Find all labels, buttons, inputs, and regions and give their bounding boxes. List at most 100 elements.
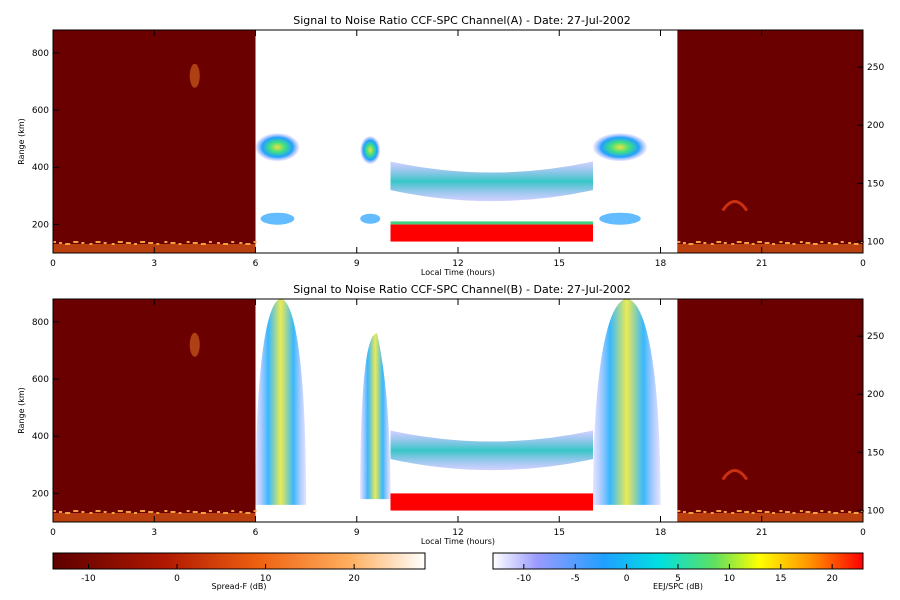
y2-tick-label: 150: [867, 448, 884, 458]
night-noise-speck: [827, 511, 831, 513]
y2-tick-label: 200: [867, 390, 884, 400]
night-noise-speck: [785, 242, 789, 244]
night-noise-speck: [245, 512, 249, 514]
x-tick-label: 6: [253, 259, 259, 269]
night-noise-speck: [786, 511, 790, 513]
x-tick-label: 0: [50, 259, 56, 269]
eej-echo: [390, 493, 593, 511]
night-noise-speck: [759, 241, 763, 243]
night-noise-speck: [751, 512, 755, 514]
night-noise-speck: [125, 511, 129, 513]
night-noise-speck: [744, 511, 748, 513]
night-noise-speck: [723, 242, 727, 244]
night-noise-speck: [855, 512, 859, 514]
night-noise-speck: [178, 243, 182, 245]
night-noise-speck: [835, 512, 839, 514]
night-noise-speck: [764, 511, 768, 513]
night-noise-speck: [150, 511, 154, 513]
night-noise-speck: [170, 242, 174, 244]
night-noise-speck: [53, 510, 56, 512]
night-noise-speck: [805, 242, 809, 244]
x-tick-label: 12: [452, 259, 463, 269]
night-noise-speck: [759, 510, 763, 512]
night-region: [677, 299, 863, 522]
night-noise-speck: [807, 242, 811, 244]
night-noise-speck: [156, 512, 160, 514]
night-noise-speck: [247, 243, 251, 245]
morning-plume: [255, 299, 307, 505]
night-noise-speck: [65, 512, 69, 514]
night-noise-speck: [688, 512, 692, 514]
night-noise-speck: [81, 511, 85, 513]
night-noise-speck: [792, 512, 796, 514]
colorbar-tick-label: 5: [675, 574, 681, 584]
night-noise-speck: [140, 241, 144, 243]
night-noise-speck: [192, 511, 196, 513]
night-noise-speck: [799, 241, 803, 243]
night-noise-speck: [840, 510, 844, 512]
night-noise-speck: [799, 510, 803, 512]
night-noise-speck: [73, 510, 77, 512]
night-noise-speck: [148, 511, 152, 513]
spc-echo: [390, 161, 593, 202]
night-noise-speck: [716, 510, 720, 512]
night-noise-speck: [247, 512, 251, 514]
x-tick-label: 3: [151, 528, 157, 538]
night-noise-speck: [807, 511, 811, 513]
x-tick-label: 3: [151, 259, 157, 269]
night-noise-speck: [127, 511, 131, 513]
x-axis-label: Local Time (hours): [421, 537, 495, 546]
night-noise-speck: [59, 511, 63, 513]
y-axis-label: Range (km): [17, 387, 26, 434]
night-noise-speck: [695, 510, 699, 512]
x-tick-label: 0: [50, 528, 56, 538]
x-axis-label: Local Time (hours): [421, 268, 495, 277]
y-tick-label: 600: [32, 375, 49, 385]
night-noise-speck: [97, 510, 101, 512]
night-noise-speck: [148, 242, 152, 244]
colorbar-tick-label: -10: [516, 574, 531, 584]
night-noise-speck: [677, 510, 681, 512]
night-noise-speck: [225, 243, 229, 245]
night-noise-speck: [192, 242, 196, 244]
night-noise-speck: [835, 243, 839, 245]
night-noise-speck: [731, 512, 735, 514]
night-noise-speck: [170, 511, 174, 513]
night-noise-speck: [217, 511, 221, 513]
morning-echo: [255, 133, 300, 162]
night-noise-speck: [697, 241, 701, 243]
x-tick-label: 0: [860, 528, 866, 538]
night-noise-speck: [697, 510, 701, 512]
night-noise-speck: [172, 511, 176, 513]
night-noise-speck: [690, 512, 694, 514]
night-noise-speck: [827, 242, 831, 244]
night-noise-speck: [731, 243, 735, 245]
colorbar-tick-label: 20: [826, 574, 838, 584]
night-noise-speck: [75, 510, 79, 512]
night-noise-speck: [59, 242, 63, 244]
eej-echo-edge: [390, 221, 593, 225]
night-noise-speck: [772, 512, 776, 514]
night-noise-speck: [200, 243, 204, 245]
y-tick-label: 600: [32, 106, 49, 116]
colorbar-tick-label: 15: [775, 574, 786, 584]
afternoon-plume: [593, 299, 661, 505]
colorbar-tick-label: 0: [174, 574, 180, 584]
night-noise-speck: [723, 511, 727, 513]
night-noise-speck: [103, 511, 107, 513]
colorbar-tick-label: 10: [260, 574, 272, 584]
night-region: [53, 299, 256, 522]
night-noise-speck: [853, 512, 857, 514]
night-noise-speck: [172, 242, 176, 244]
night-noise-speck: [766, 242, 770, 244]
plot-title: Signal to Noise Ratio CCF-SPC Channel(A)…: [293, 14, 631, 27]
y-axis-label: Range (km): [17, 118, 26, 165]
night-noise-speck: [677, 241, 681, 243]
colorbar-tick-label: 10: [724, 574, 736, 584]
night-noise-speck: [225, 512, 229, 514]
colorbar-tick-label: -5: [571, 574, 580, 584]
night-noise-speck: [53, 241, 56, 243]
eej-echo: [390, 224, 593, 242]
night-noise-speck: [95, 510, 99, 512]
